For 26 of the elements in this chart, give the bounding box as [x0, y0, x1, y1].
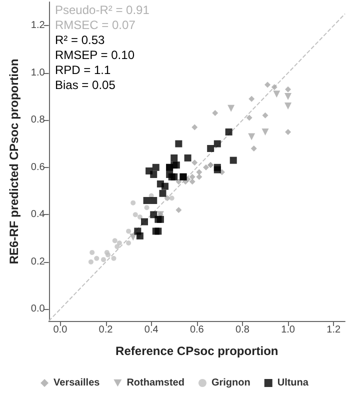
- y-tick-label: 0.4: [30, 209, 46, 220]
- y-axis-title: RE6-RF predicted CPsoc proportion: [7, 58, 21, 264]
- x-tick-label: 0.8: [236, 324, 250, 336]
- legend-label: Grignon: [211, 378, 250, 388]
- annotation: Bias = 0.05: [55, 78, 116, 92]
- legend-label: Ultuna: [277, 378, 309, 388]
- annotation: Pseudo-R² = 0.91: [55, 3, 150, 17]
- x-tick-label: 1.2: [326, 324, 341, 336]
- y-tick-label: 0.6: [30, 162, 46, 173]
- y-tick-label: 0.8: [30, 114, 46, 126]
- legend-label: Versailles: [54, 378, 100, 388]
- y-tick-label: 1.0: [30, 67, 46, 78]
- x-tick-label: 1.0: [281, 324, 296, 336]
- annotation: RPD = 1.1: [55, 63, 112, 77]
- annotation: RMSEP = 0.10: [55, 48, 135, 62]
- y-tick-label: 1.2: [30, 20, 46, 32]
- legend-label: Rothamsted: [126, 378, 184, 388]
- x-tick-label: 0.4: [144, 324, 159, 336]
- x-axis-title: Reference CPsoc proportion: [116, 344, 278, 358]
- x-tick-label: 0.0: [53, 324, 68, 336]
- annotation: RMSEC = 0.07: [55, 18, 136, 32]
- annotation: R² = 0.53: [55, 33, 106, 47]
- x-tick-label: 0.2: [98, 324, 114, 336]
- y-tick-label: 0.2: [30, 256, 46, 268]
- y-tick-label: 0.0: [30, 304, 46, 315]
- x-tick-label: 0.6: [190, 324, 204, 336]
